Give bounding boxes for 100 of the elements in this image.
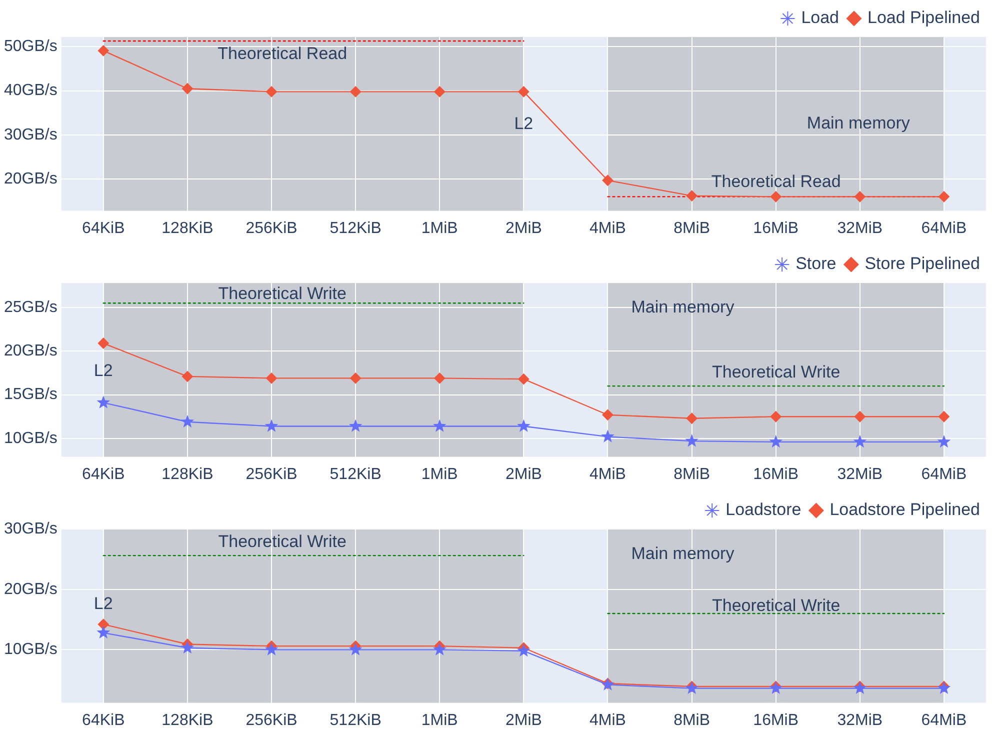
y-tick-label: 20GB/s — [4, 342, 58, 360]
x-tick-label: 128KiB — [162, 466, 214, 483]
x-tick-label: 8MiB — [674, 220, 710, 237]
point — [98, 45, 109, 56]
x-tick-label: 32MiB — [837, 466, 883, 483]
point — [854, 411, 866, 422]
x-tick-label: 2MiB — [505, 712, 542, 729]
x-tick-label: 64KiB — [82, 466, 125, 483]
x-tick-label: 512KiB — [330, 220, 382, 237]
annotation: Theoretical Write — [218, 284, 346, 304]
point — [853, 434, 867, 448]
x-tick-label: 64KiB — [82, 220, 125, 237]
point — [686, 190, 698, 202]
point — [98, 618, 109, 630]
x-tick-label: 4MiB — [590, 712, 626, 729]
x-tick-label: 4MiB — [590, 466, 626, 483]
annotation: Main memory — [631, 544, 735, 564]
point — [434, 372, 446, 384]
point — [180, 640, 194, 654]
x-tick-label: 16MiB — [753, 712, 799, 729]
x-tick-label: 16MiB — [753, 220, 799, 237]
point — [854, 191, 866, 202]
x-tick-label: 1MiB — [421, 466, 458, 483]
y-tick-label: 10GB/s — [4, 641, 58, 658]
legend-label: Load — [801, 8, 840, 28]
annotation: Theoretical Write — [712, 596, 840, 616]
x-tick-label: 8MiB — [674, 712, 710, 729]
point — [938, 191, 950, 202]
legend-label: Loadstore Pipelined — [830, 500, 980, 520]
point — [517, 644, 530, 657]
y-tick-label: 40GB/s — [4, 82, 58, 100]
annotation: L2 — [514, 114, 534, 134]
point — [432, 642, 446, 656]
x-tick-label: 64MiB — [921, 466, 967, 483]
point — [266, 86, 278, 98]
point — [937, 434, 951, 448]
point — [686, 412, 698, 424]
point — [602, 174, 614, 186]
x-tick-label: 32MiB — [837, 712, 883, 729]
x-tick-label: 8MiB — [674, 466, 710, 483]
point — [264, 642, 278, 656]
point — [348, 642, 362, 656]
y-tick-label: 50GB/s — [4, 38, 58, 56]
point — [770, 191, 782, 202]
point — [518, 86, 530, 98]
point — [266, 372, 278, 384]
legend-label: Loadstore — [726, 500, 802, 520]
x-tick-label: 64MiB — [921, 712, 967, 729]
y-tick-label: 25GB/s — [4, 298, 58, 316]
point — [434, 86, 446, 98]
x-tick-label: 2MiB — [505, 220, 542, 237]
x-tick-label: 2MiB — [505, 466, 542, 483]
legend-label: Store Pipelined — [864, 254, 980, 274]
x-tick-label: 16MiB — [753, 466, 799, 483]
point — [770, 411, 782, 422]
point — [96, 626, 110, 638]
x-tick-label: 1MiB — [421, 712, 458, 729]
x-tick-label: 512KiB — [330, 466, 382, 483]
point — [769, 434, 783, 448]
y-tick-label: 30GB/s — [4, 126, 58, 144]
point — [350, 86, 362, 98]
x-tick-label: 128KiB — [162, 712, 214, 729]
annotation: Theoretical Write — [218, 532, 346, 551]
point — [264, 419, 278, 432]
point — [685, 434, 698, 447]
point — [432, 419, 446, 432]
point — [96, 396, 110, 408]
point — [350, 372, 362, 384]
x-tick-label: 256KiB — [246, 466, 298, 483]
x-tick-label: 4MiB — [590, 220, 626, 237]
annotation: Main memory — [806, 114, 910, 133]
annotation: L2 — [94, 360, 113, 380]
x-tick-label: 128KiB — [162, 220, 214, 237]
point — [938, 411, 950, 422]
annotation: L2 — [94, 594, 113, 614]
legend-label: Store — [796, 254, 836, 274]
y-tick-label: 30GB/s — [4, 520, 58, 538]
x-tick-label: 64KiB — [82, 712, 125, 729]
x-tick-label: 1MiB — [421, 220, 458, 237]
point — [180, 414, 194, 428]
point — [518, 374, 530, 385]
y-tick-label: 20GB/s — [4, 170, 58, 188]
x-tick-label: 32MiB — [837, 220, 883, 237]
y-tick-label: 10GB/s — [4, 430, 58, 447]
annotation: Theoretical Read — [711, 172, 841, 191]
point — [348, 419, 362, 432]
point — [602, 409, 614, 420]
point — [517, 419, 530, 432]
x-tick-label: 64MiB — [921, 220, 967, 237]
y-tick-label: 20GB/s — [4, 580, 58, 598]
point — [98, 338, 109, 349]
point — [601, 430, 614, 442]
y-tick-label: 15GB/s — [4, 386, 58, 404]
x-tick-label: 256KiB — [246, 220, 298, 237]
legend-label: Load Pipelined — [868, 8, 980, 28]
point — [182, 83, 193, 94]
annotation: Theoretical Read — [218, 44, 348, 64]
x-tick-label: 512KiB — [330, 712, 382, 729]
annotation: Theoretical Write — [712, 362, 840, 382]
point — [182, 370, 193, 382]
